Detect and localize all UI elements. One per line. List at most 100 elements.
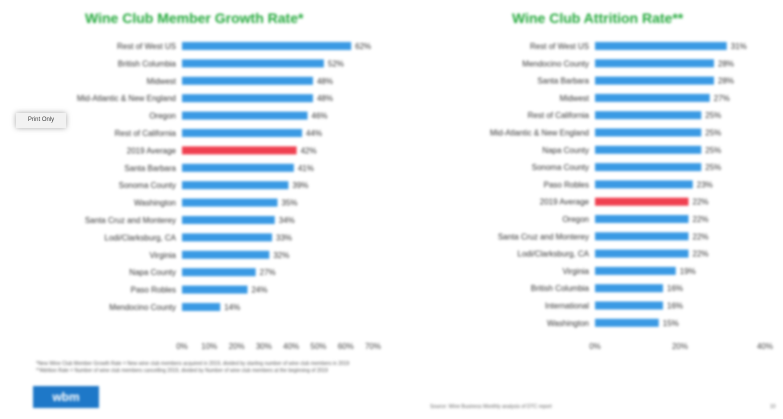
- bar: [182, 146, 297, 155]
- category-label: Napa County: [129, 268, 176, 277]
- value-label: 25%: [705, 111, 721, 120]
- bar: [595, 93, 710, 102]
- value-label: 28%: [718, 59, 734, 68]
- value-label: 25%: [705, 146, 721, 155]
- bar: [182, 233, 273, 242]
- category-label: International: [545, 302, 589, 311]
- value-label: 28%: [718, 77, 734, 86]
- category-label: Paso Robles: [131, 286, 176, 295]
- category-label: Oregon: [562, 215, 589, 224]
- category-label: Santa Cruz and Monterey: [85, 216, 176, 225]
- category-label: 2019 Average: [127, 146, 177, 155]
- value-label: 27%: [714, 94, 730, 103]
- bar: [182, 268, 256, 277]
- bar: [182, 59, 324, 68]
- bar: [595, 215, 689, 223]
- category-label: Rest of West US: [117, 42, 176, 51]
- brand-logo: wbm: [33, 386, 99, 408]
- value-label: 34%: [279, 216, 295, 225]
- category-label: Rest of California: [528, 111, 590, 120]
- category-label: 2019 Average: [540, 198, 590, 207]
- value-label: 31%: [731, 42, 747, 51]
- value-label: 16%: [667, 284, 683, 293]
- category-label: Mid-Atlantic & New England: [490, 129, 589, 138]
- x-tick-label: 10%: [201, 342, 217, 351]
- attrition-chart: Rest of West US 31% Mendocino County 28% San…: [490, 42, 773, 351]
- bar: [595, 163, 702, 172]
- category-label: Mendocino County: [109, 303, 176, 312]
- value-label: 32%: [273, 251, 289, 260]
- x-tick-label: 20%: [672, 342, 688, 351]
- category-label: British Columbia: [531, 284, 590, 293]
- value-label: 14%: [224, 303, 240, 312]
- value-label: 48%: [317, 77, 333, 86]
- category-label: Lodi/Clarksburg, CA: [104, 233, 176, 242]
- x-tick-label: 0%: [589, 342, 601, 351]
- bar: [182, 111, 308, 120]
- x-tick-label: 30%: [256, 342, 272, 351]
- category-label: Mendocino County: [522, 59, 589, 68]
- bar: [595, 59, 714, 68]
- category-label: Santa Cruz and Monterey: [498, 232, 589, 241]
- bar: [595, 145, 702, 154]
- value-label: 52%: [328, 59, 344, 68]
- value-label: 39%: [292, 181, 308, 190]
- category-label: Santa Barbara: [124, 164, 176, 173]
- growth-chart: Rest of West US 62% British Columbia 52% Mid…: [77, 42, 381, 351]
- bar: [182, 285, 248, 294]
- x-tick-label: 20%: [229, 342, 245, 351]
- value-label: 22%: [693, 232, 709, 241]
- bar: [182, 76, 313, 85]
- category-label: Paso Robles: [544, 180, 589, 189]
- x-tick-label: 50%: [310, 342, 326, 351]
- category-label: Sonoma County: [532, 163, 589, 172]
- value-label: 27%: [260, 268, 276, 277]
- bar: [182, 303, 221, 311]
- category-label: Midwest: [147, 77, 177, 86]
- category-label: Midwest: [560, 94, 590, 103]
- category-label: Sonoma County: [119, 181, 176, 190]
- bar: [182, 198, 278, 207]
- source-note: Source: Wine Business Monthly analysis o…: [430, 404, 552, 410]
- category-label: British Columbia: [118, 59, 177, 68]
- bar: [182, 94, 313, 103]
- value-label: 19%: [680, 267, 696, 276]
- bar: [595, 232, 689, 241]
- category-label: Napa County: [542, 146, 589, 155]
- value-label: 25%: [705, 129, 721, 138]
- value-label: 25%: [705, 163, 721, 172]
- x-tick-label: 70%: [365, 342, 381, 351]
- bar: [182, 163, 294, 172]
- footnote-attrition: **Attrition Rate = Number of wine club m…: [36, 368, 328, 374]
- bar: [595, 197, 689, 206]
- value-label: 22%: [693, 215, 709, 224]
- value-label: 22%: [693, 250, 709, 259]
- footnote-growth: *New Wine Club Member Growth Rate = New …: [36, 361, 350, 367]
- value-label: 23%: [697, 180, 713, 189]
- value-label: 24%: [251, 286, 267, 295]
- bar: [595, 318, 659, 327]
- category-label: Virginia: [149, 251, 176, 260]
- value-label: 33%: [276, 233, 292, 242]
- bar: [595, 284, 663, 293]
- bar: [595, 128, 702, 137]
- x-tick-label: 40%: [283, 342, 299, 351]
- value-label: 41%: [298, 164, 314, 173]
- bar: [595, 301, 663, 310]
- bar: [595, 249, 689, 258]
- value-label: 44%: [306, 129, 322, 138]
- bar: [595, 76, 714, 85]
- attrition-chart-title: Wine Club Attrition Rate**: [512, 10, 684, 26]
- bar: [182, 42, 352, 50]
- x-tick-label: 60%: [338, 342, 354, 351]
- category-label: Washington: [134, 199, 176, 208]
- value-label: 22%: [693, 198, 709, 207]
- bar: [595, 180, 693, 189]
- category-label: Washington: [547, 319, 589, 328]
- category-label: Oregon: [149, 112, 176, 121]
- growth-chart-title: Wine Club Member Growth Rate*: [85, 10, 304, 26]
- category-label: Rest of California: [115, 129, 177, 138]
- value-label: 46%: [312, 112, 328, 121]
- value-label: 35%: [282, 199, 298, 208]
